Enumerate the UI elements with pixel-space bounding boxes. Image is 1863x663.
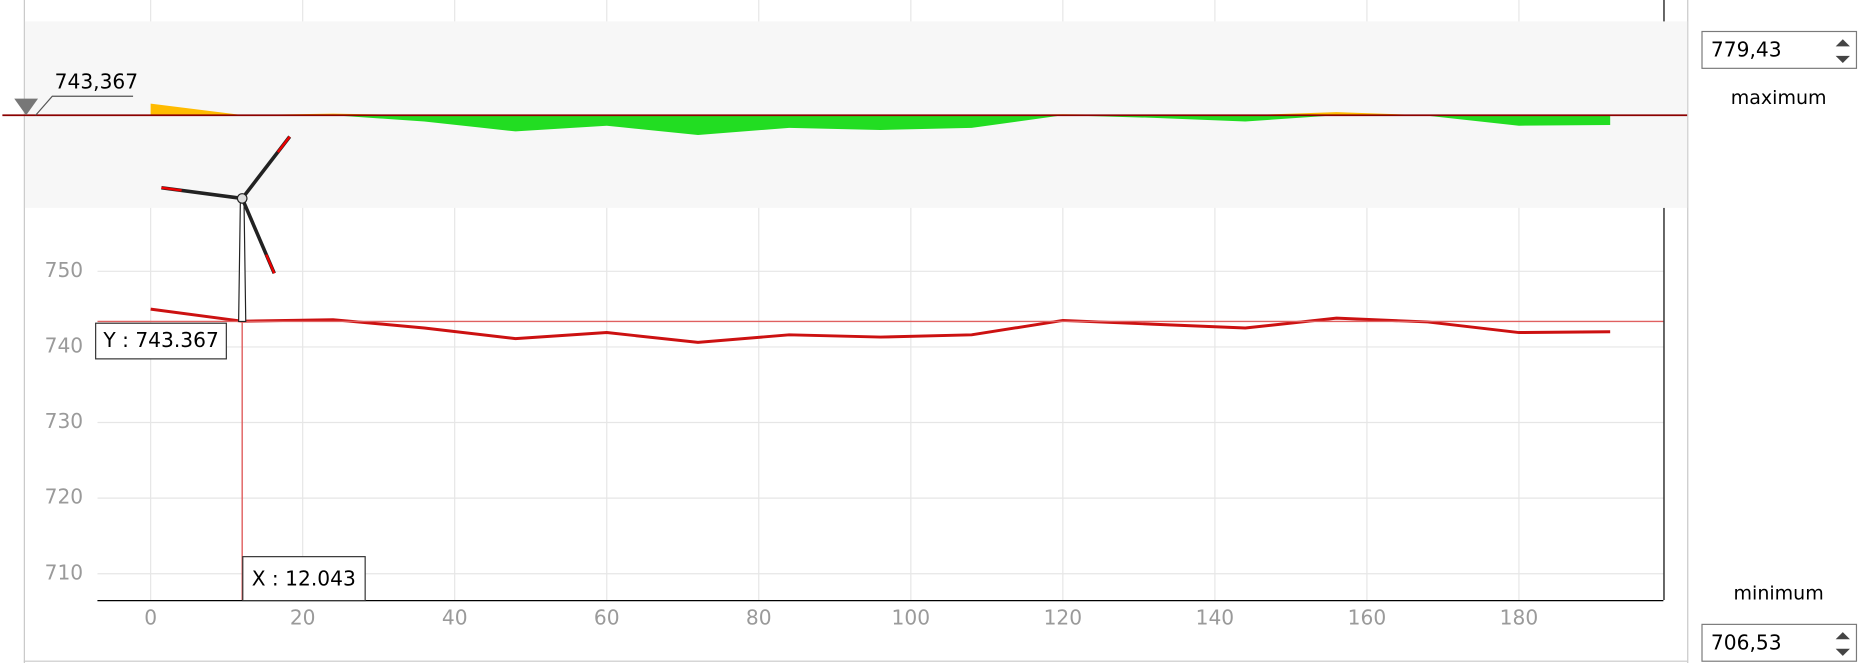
x-readout: X : 12.043 [252,566,356,590]
y-readout-box [95,322,227,360]
threshold-marker [14,98,39,116]
overlay: Y : 743.367 X : 12.043 [95,135,366,602]
maximum-value: 779,43 [1711,38,1782,62]
deviation-panel: 743,367 [2,21,1688,208]
x-readout-box [242,556,366,602]
y-tick-label: 740 [45,333,84,357]
x-tick-label: 40 [442,606,468,630]
data-line [150,307,1611,344]
spin-arrows[interactable] [1835,39,1850,63]
x-tick-label: 100 [892,606,931,630]
turbine-hub [236,193,248,204]
x-tick-label: 180 [1500,606,1539,630]
threshold-leader [35,95,134,116]
turbine-blade-tip [265,254,276,274]
maximum-label: maximum [1731,87,1827,109]
turbine-blade-tip [161,186,182,192]
x-tick-label: 140 [1196,606,1235,630]
x-tick-label: 0 [144,606,157,630]
x-tick-label: 80 [746,606,772,630]
turbine-blade-tip [276,135,291,153]
x-tick-label: 120 [1044,606,1083,630]
turbine-tower [238,197,247,323]
minimum-control: minimum 706,53 [1701,583,1858,662]
minimum-label: minimum [1734,583,1824,605]
x-tick-label: 20 [290,606,316,630]
spin-arrows[interactable] [1835,632,1850,656]
y-tick-label: 710 [45,560,84,584]
minimum-value: 706,53 [1711,630,1782,654]
y-tick-label: 730 [45,409,84,433]
y-tick-label: 720 [45,485,84,509]
x-tick-label: 60 [594,606,620,630]
y-tick-label: 750 [45,258,84,282]
axes: 0 20 40 60 80 100 120 140 160 180 710 720 730 740 750 [45,0,1665,630]
maximum-control: 779,43 maximum [1701,30,1858,109]
threshold-label: 743,367 [55,70,138,94]
maximum-spinbox[interactable] [1701,30,1858,69]
y-readout: Y : 743.367 [102,328,218,352]
minimum-spinbox[interactable] [1701,623,1858,662]
deviation-below [150,115,1611,135]
x-tick-label: 160 [1348,606,1387,630]
